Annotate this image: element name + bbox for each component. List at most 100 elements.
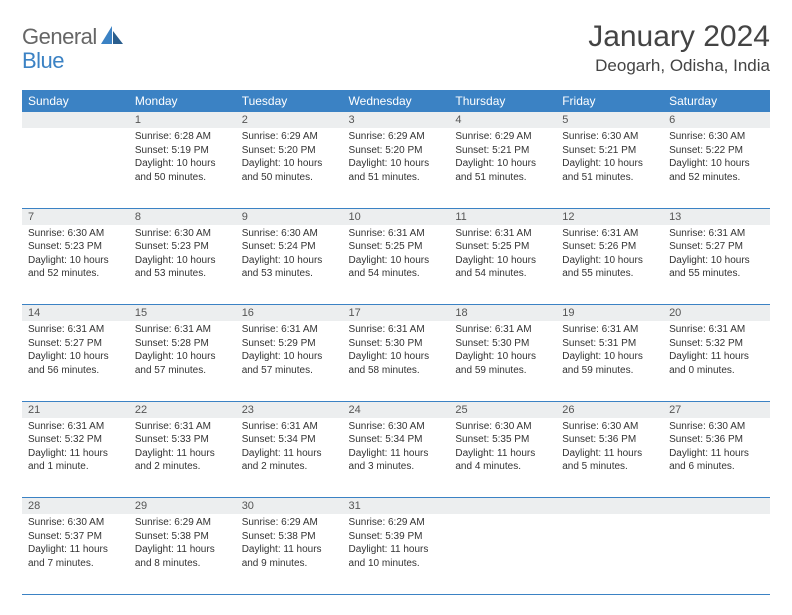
day-body-cell [22,128,129,208]
sunset-text: Sunset: 5:23 PM [135,240,230,254]
sunrise-text: Sunrise: 6:29 AM [455,130,550,144]
sunset-text: Sunset: 5:35 PM [455,433,550,447]
sunset-text: Sunset: 5:27 PM [28,337,123,351]
day-number-cell: 24 [343,401,450,418]
sunset-text: Sunset: 5:28 PM [135,337,230,351]
sunset-text: Sunset: 5:30 PM [349,337,444,351]
day-body-cell: Sunrise: 6:31 AMSunset: 5:27 PMDaylight:… [22,321,129,401]
daylight-text: Daylight: 11 hours and 7 minutes. [28,543,123,570]
sunrise-text: Sunrise: 6:28 AM [135,130,230,144]
daylight-text: Daylight: 10 hours and 53 minutes. [135,254,230,281]
day-body-row: Sunrise: 6:30 AMSunset: 5:37 PMDaylight:… [22,514,770,594]
day-body-cell [449,514,556,594]
day-body-row: Sunrise: 6:31 AMSunset: 5:27 PMDaylight:… [22,321,770,401]
sunrise-text: Sunrise: 6:29 AM [349,130,444,144]
sunrise-text: Sunrise: 6:31 AM [349,227,444,241]
daylight-text: Daylight: 10 hours and 52 minutes. [669,157,764,184]
sunset-text: Sunset: 5:26 PM [562,240,657,254]
day-body-cell: Sunrise: 6:29 AMSunset: 5:20 PMDaylight:… [236,128,343,208]
daylight-text: Daylight: 10 hours and 54 minutes. [349,254,444,281]
day-body-cell: Sunrise: 6:29 AMSunset: 5:39 PMDaylight:… [343,514,450,594]
day-number-cell: 17 [343,305,450,322]
day-number-cell: 9 [236,208,343,225]
sunrise-text: Sunrise: 6:31 AM [455,323,550,337]
sunset-text: Sunset: 5:25 PM [349,240,444,254]
page-header: General January 2024 Deogarh, Odisha, In… [22,20,770,76]
daylight-text: Daylight: 10 hours and 53 minutes. [242,254,337,281]
daylight-text: Daylight: 10 hours and 54 minutes. [455,254,550,281]
day-number-cell: 29 [129,498,236,515]
day-number-cell: 20 [663,305,770,322]
day-number-cell: 27 [663,401,770,418]
daylight-text: Daylight: 10 hours and 59 minutes. [455,350,550,377]
day-body-cell: Sunrise: 6:30 AMSunset: 5:34 PMDaylight:… [343,418,450,498]
sunrise-text: Sunrise: 6:30 AM [135,227,230,241]
sunrise-text: Sunrise: 6:30 AM [562,130,657,144]
sunset-text: Sunset: 5:38 PM [242,530,337,544]
sunset-text: Sunset: 5:25 PM [455,240,550,254]
sunset-text: Sunset: 5:20 PM [242,144,337,158]
daylight-text: Daylight: 11 hours and 6 minutes. [669,447,764,474]
daylight-text: Daylight: 11 hours and 8 minutes. [135,543,230,570]
weekday-header: Friday [556,90,663,112]
day-number-cell: 11 [449,208,556,225]
day-number-cell: 28 [22,498,129,515]
day-body-cell [663,514,770,594]
sunset-text: Sunset: 5:24 PM [242,240,337,254]
sunset-text: Sunset: 5:33 PM [135,433,230,447]
daylight-text: Daylight: 10 hours and 51 minutes. [349,157,444,184]
sunset-text: Sunset: 5:32 PM [28,433,123,447]
sunset-text: Sunset: 5:39 PM [349,530,444,544]
day-body-cell: Sunrise: 6:30 AMSunset: 5:37 PMDaylight:… [22,514,129,594]
sunset-text: Sunset: 5:32 PM [669,337,764,351]
sunset-text: Sunset: 5:31 PM [562,337,657,351]
sunrise-text: Sunrise: 6:31 AM [669,323,764,337]
calendar-table: Sunday Monday Tuesday Wednesday Thursday… [22,90,770,595]
weekday-header: Saturday [663,90,770,112]
day-body-cell: Sunrise: 6:31 AMSunset: 5:30 PMDaylight:… [449,321,556,401]
day-number-row: 28293031 [22,498,770,515]
sunrise-text: Sunrise: 6:31 AM [562,323,657,337]
daylight-text: Daylight: 11 hours and 9 minutes. [242,543,337,570]
day-number-cell: 18 [449,305,556,322]
sunrise-text: Sunrise: 6:31 AM [135,323,230,337]
sunrise-text: Sunrise: 6:31 AM [242,323,337,337]
daylight-text: Daylight: 10 hours and 56 minutes. [28,350,123,377]
day-number-cell [449,498,556,515]
sunset-text: Sunset: 5:19 PM [135,144,230,158]
sunset-text: Sunset: 5:36 PM [669,433,764,447]
day-body-cell: Sunrise: 6:30 AMSunset: 5:36 PMDaylight:… [556,418,663,498]
weekday-header: Sunday [22,90,129,112]
day-number-row: 123456 [22,112,770,128]
sunrise-text: Sunrise: 6:30 AM [669,130,764,144]
day-number-cell: 14 [22,305,129,322]
sunset-text: Sunset: 5:34 PM [242,433,337,447]
day-number-cell: 13 [663,208,770,225]
day-body-cell: Sunrise: 6:29 AMSunset: 5:38 PMDaylight:… [129,514,236,594]
sunset-text: Sunset: 5:21 PM [562,144,657,158]
sunrise-text: Sunrise: 6:31 AM [242,420,337,434]
daylight-text: Daylight: 11 hours and 2 minutes. [135,447,230,474]
daylight-text: Daylight: 10 hours and 59 minutes. [562,350,657,377]
day-number-cell: 19 [556,305,663,322]
daylight-text: Daylight: 11 hours and 3 minutes. [349,447,444,474]
day-body-cell: Sunrise: 6:31 AMSunset: 5:33 PMDaylight:… [129,418,236,498]
sunrise-text: Sunrise: 6:30 AM [455,420,550,434]
day-number-cell: 30 [236,498,343,515]
day-body-cell: Sunrise: 6:31 AMSunset: 5:32 PMDaylight:… [22,418,129,498]
daylight-text: Daylight: 10 hours and 55 minutes. [562,254,657,281]
sunrise-text: Sunrise: 6:30 AM [242,227,337,241]
day-number-cell: 22 [129,401,236,418]
day-body-cell: Sunrise: 6:30 AMSunset: 5:24 PMDaylight:… [236,225,343,305]
day-body-cell: Sunrise: 6:30 AMSunset: 5:35 PMDaylight:… [449,418,556,498]
day-number-cell: 3 [343,112,450,128]
title-block: January 2024 Deogarh, Odisha, India [588,20,770,76]
daylight-text: Daylight: 10 hours and 52 minutes. [28,254,123,281]
daylight-text: Daylight: 10 hours and 57 minutes. [135,350,230,377]
sunrise-text: Sunrise: 6:31 AM [455,227,550,241]
daylight-text: Daylight: 10 hours and 50 minutes. [242,157,337,184]
day-number-cell: 31 [343,498,450,515]
brand-sail-icon [101,26,123,49]
sunrise-text: Sunrise: 6:31 AM [349,323,444,337]
day-body-cell: Sunrise: 6:31 AMSunset: 5:34 PMDaylight:… [236,418,343,498]
